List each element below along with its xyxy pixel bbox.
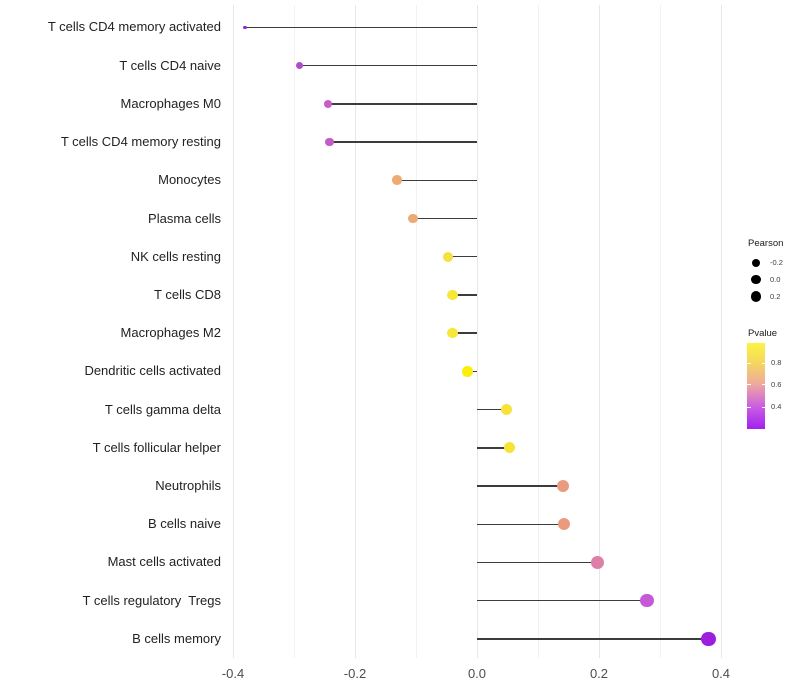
lollipop-stem [477, 638, 709, 640]
category-label: T cells CD4 memory resting [60, 134, 221, 150]
lollipop-dot [591, 556, 605, 569]
category-label: Dendritic cells activated [84, 363, 221, 379]
lollipop-stem [477, 599, 648, 602]
category-label: Mast cells activated [107, 554, 221, 570]
grid-major-line [598, 5, 600, 658]
colorbar-tickmark [761, 362, 765, 364]
colorbar-tick-label: 0.6 [771, 379, 782, 389]
pearson-legend-title: Pearson [748, 238, 784, 249]
grid-major-line [354, 5, 356, 658]
x-tick-label: 0.4 [711, 666, 731, 681]
lollipop-stem [397, 179, 477, 182]
x-tick-label: -0.4 [221, 666, 245, 681]
colorbar-tick-label: 0.8 [771, 358, 782, 368]
category-label: Macrophages M2 [120, 325, 221, 341]
category-label: T cells CD4 memory activated [47, 19, 221, 35]
pvalue-colorbar [747, 343, 765, 429]
lollipop-dot [325, 137, 334, 147]
category-label: Plasma cells [148, 210, 221, 226]
colorbar-tickmark [761, 406, 765, 408]
pearson-legend-label: -0.2 [770, 258, 783, 267]
lollipop-stem [452, 332, 477, 334]
lollipop-stem [447, 255, 477, 258]
colorbar-tickmark [761, 384, 765, 386]
pearson-legend-circle [751, 274, 761, 285]
lollipop-stem [477, 523, 565, 525]
x-tick-label: 0.0 [467, 666, 487, 681]
grid-minor-line [537, 5, 539, 658]
lollipop-dot [447, 327, 458, 339]
pvalue-legend-title: Pvalue [748, 328, 778, 339]
lollipop-dot [295, 62, 304, 70]
category-label: Monocytes [158, 172, 221, 188]
lollipop-dot [558, 518, 571, 531]
pearson-legend-label: 0.2 [770, 292, 781, 301]
lollipop-stem [477, 447, 510, 449]
colorbar-tick-label: 0.4 [771, 402, 782, 412]
category-label: B cells naive [148, 516, 221, 532]
category-label: T cells regulatory Tregs [82, 592, 221, 608]
colorbar-tickmark [747, 362, 751, 364]
x-tick-label: 0.2 [589, 666, 609, 681]
lollipop-dot [700, 631, 716, 647]
category-label: B cells memory [132, 630, 221, 646]
colorbar-tickmark [747, 384, 751, 386]
lollipop-stem [452, 294, 477, 296]
grid-major-line [476, 5, 478, 658]
lollipop-stem [299, 64, 477, 67]
category-label: T cells CD8 [154, 286, 221, 302]
lollipop-dot [447, 289, 458, 301]
category-label: Neutrophils [155, 478, 221, 494]
grid-major-line [232, 5, 234, 658]
grid-major-line [720, 5, 722, 658]
lollipop-dot [442, 251, 453, 262]
lollipop-stem [477, 408, 507, 411]
lollipop-dot [501, 404, 513, 416]
category-label: T cells CD4 naive [119, 57, 221, 73]
colorbar-tickmark [747, 406, 751, 408]
pearson-legend-circle [752, 258, 760, 267]
category-label: T cells gamma delta [104, 401, 221, 417]
lollipop-stem [477, 561, 598, 564]
category-label: NK cells resting [130, 248, 221, 264]
x-tick-label: -0.2 [343, 666, 367, 681]
category-label: Macrophages M0 [120, 95, 221, 111]
lollipop-dot [640, 593, 654, 608]
lollipop-stem [245, 26, 477, 29]
lollipop-stem [477, 485, 563, 487]
lollipop-dot [557, 480, 569, 493]
grid-minor-line [415, 5, 417, 658]
lollipop-stem [328, 103, 477, 105]
lollipop-dot [243, 25, 247, 30]
lollipop-dot [462, 365, 474, 377]
lollipop-dot [392, 175, 402, 186]
lollipop-stem [329, 141, 477, 143]
lollipop-dot [408, 213, 418, 224]
pearson-legend-label: 0.0 [770, 275, 781, 284]
lollipop-stem [412, 217, 477, 220]
grid-minor-line [659, 5, 661, 658]
category-label: T cells follicular helper [92, 439, 221, 455]
grid-minor-line [293, 5, 295, 658]
lollipop-dot [503, 442, 515, 454]
pearson-legend-circle [750, 291, 762, 302]
lollipop-dot [323, 99, 333, 109]
